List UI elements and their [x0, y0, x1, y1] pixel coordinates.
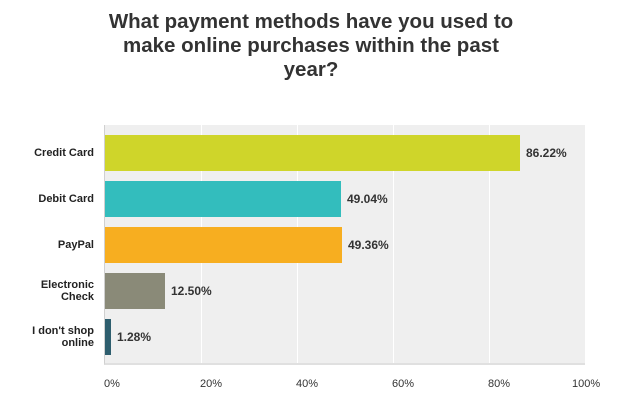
- chart-title-line-1: What payment methods have you used to: [108, 10, 514, 33]
- plot-area: 86.22% 49.04% 49.36% 12.50% 1.28%: [104, 125, 585, 365]
- bar-value-label: 86.22%: [526, 146, 567, 160]
- x-tick-label: 20%: [200, 378, 223, 390]
- chart-title-line-3: year?: [283, 58, 339, 81]
- gridline-80: [489, 125, 490, 363]
- category-label: Credit Card: [34, 147, 94, 159]
- category-label: PayPal: [57, 239, 94, 251]
- gridline-60: [393, 125, 394, 363]
- bar: [105, 135, 520, 171]
- x-tick-label: 40%: [296, 378, 319, 390]
- bar: [105, 273, 165, 309]
- x-tick-label: 60%: [392, 378, 415, 390]
- bar: [105, 181, 341, 217]
- bar-value-label: 12.50%: [171, 284, 212, 298]
- bar-value-label: 49.36%: [348, 238, 389, 252]
- x-tick-label: 100%: [572, 378, 601, 390]
- category-label: Electronic Check: [40, 279, 94, 303]
- category-label: Debit Card: [38, 193, 94, 205]
- bar-value-label: 49.04%: [347, 192, 388, 206]
- bar: [105, 319, 111, 355]
- bar-value-label: 1.28%: [117, 330, 152, 344]
- bar: [105, 227, 342, 263]
- x-tick-label: 0%: [104, 378, 120, 390]
- chart-title-line-2: make online purchases within the past: [123, 34, 499, 57]
- category-label: I don't shop online: [32, 325, 94, 349]
- x-tick-label: 80%: [488, 378, 511, 390]
- chart-title: What payment methods have you used to ma…: [0, 10, 622, 82]
